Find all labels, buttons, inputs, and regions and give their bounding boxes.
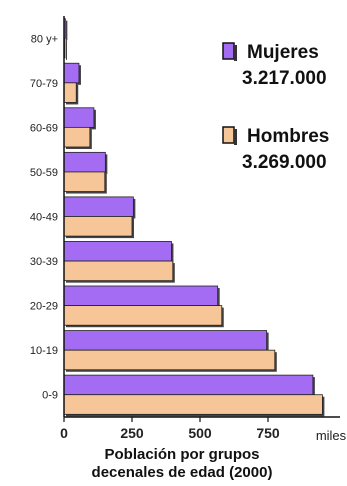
bar-hombres bbox=[63, 126, 91, 148]
y-tick-label: 10-19 bbox=[30, 345, 58, 357]
x-tick-label: 250 bbox=[120, 425, 144, 441]
y-axis-labels: 80 y+ 70-79 60-69 50-59 40-49 30-39 20-29 10-19… bbox=[30, 33, 58, 401]
bar-hombres bbox=[63, 260, 174, 282]
bar-mujeres bbox=[63, 196, 134, 217]
y-tick-label: 40-49 bbox=[30, 212, 58, 224]
legend-total-hombres: 3.269.000 bbox=[242, 152, 327, 173]
bar-mujeres bbox=[63, 285, 219, 307]
bar-mujeres bbox=[63, 151, 106, 173]
legend-swatch-hombres bbox=[222, 126, 235, 144]
y-tick-label: 80 y+ bbox=[31, 33, 58, 45]
bar-mujeres bbox=[63, 62, 80, 84]
y-tick-label: 60-69 bbox=[30, 122, 58, 134]
chart-caption-line-1: Población por grupos bbox=[104, 446, 259, 463]
bar-mujeres bbox=[63, 374, 314, 396]
legend-item-hombres: Hombres 3.269.000 bbox=[222, 126, 329, 173]
x-tick-label: 0 bbox=[60, 425, 68, 441]
y-tick-label: 0-9 bbox=[42, 390, 58, 402]
y-tick-label: 70-79 bbox=[30, 78, 58, 90]
bar-hombres bbox=[63, 349, 276, 371]
y-tick-label: 20-29 bbox=[30, 301, 58, 313]
bar-hombres bbox=[63, 394, 323, 415]
bar-mujeres bbox=[63, 330, 268, 351]
bar-mujeres bbox=[63, 241, 172, 262]
legend-total-mujeres: 3.217.000 bbox=[242, 68, 327, 89]
x-tick-label: 750 bbox=[256, 425, 280, 441]
legend-swatch-mujeres-shadow bbox=[234, 45, 237, 61]
bar-hombres bbox=[63, 82, 77, 103]
bar-hombres bbox=[63, 171, 106, 192]
y-tick-label: 50-59 bbox=[30, 167, 58, 179]
x-axis-unit: miles bbox=[316, 428, 347, 443]
legend-label-hombres: Hombres bbox=[247, 126, 329, 147]
legend-swatch-hombres-shadow bbox=[234, 129, 237, 145]
legend-swatch-mujeres bbox=[222, 42, 235, 60]
bar-hombres bbox=[63, 305, 223, 326]
legend: Mujeres 3.217.000 Hombres 3.269.000 bbox=[222, 42, 329, 173]
bar-mujeres-shadow bbox=[66, 20, 68, 41]
x-tick-label: 500 bbox=[188, 425, 212, 441]
bar-mujeres bbox=[63, 107, 95, 128]
bar-hombres-shadow bbox=[66, 40, 67, 60]
chart-caption-line-2: decenales de edad (2000) bbox=[92, 464, 273, 481]
bar-hombres bbox=[63, 216, 133, 237]
legend-label-mujeres: Mujeres bbox=[247, 42, 319, 63]
bars-layer bbox=[63, 18, 325, 417]
x-axis-ticks: 0 250 500 750 bbox=[60, 417, 280, 441]
y-tick-label: 30-39 bbox=[30, 256, 58, 268]
legend-item-mujeres: Mujeres 3.217.000 bbox=[222, 42, 327, 89]
